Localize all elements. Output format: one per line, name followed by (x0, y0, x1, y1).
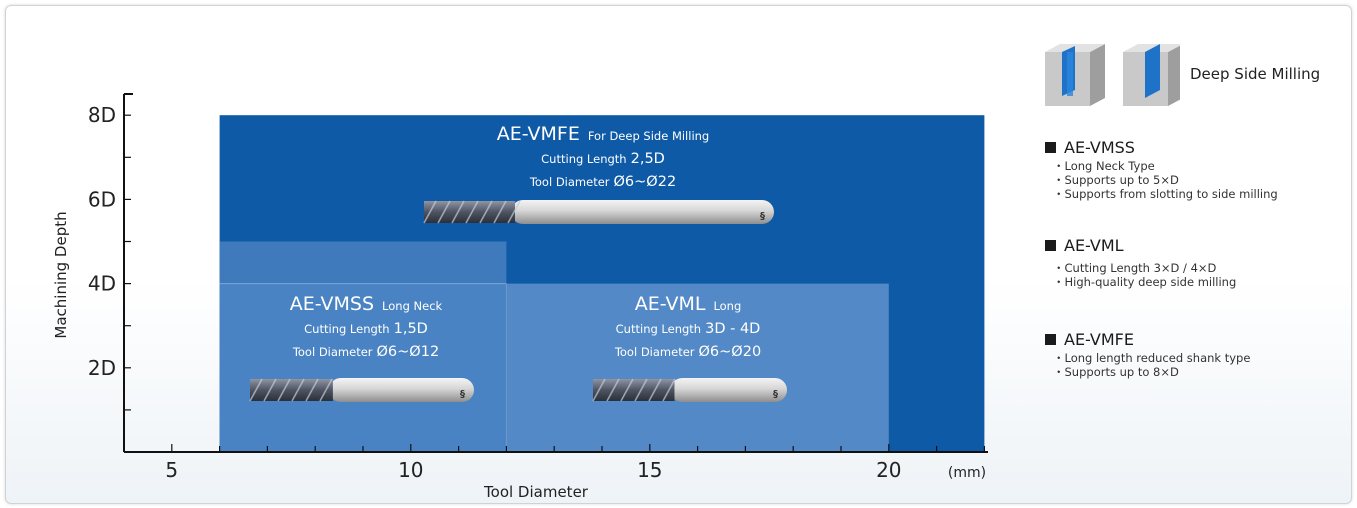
x-axis-title: Tool Diameter (483, 483, 589, 501)
bar-ae-vml (506, 283, 889, 452)
product-name-ae-vmss: AE-VMSS Long Neck (290, 293, 443, 315)
legend-title: AE-VMFE (1064, 330, 1134, 349)
legend-item: Long length reduced shank type (1053, 351, 1251, 365)
milling-profile-illustrations (1040, 40, 1183, 124)
x-axis-unit: (mm) (948, 465, 986, 481)
svg-text:§: § (760, 211, 765, 222)
legend-title: AE-VMSS (1064, 138, 1135, 157)
bullet-square-icon (1045, 142, 1056, 153)
product-labels-layer: AE-VMFE For Deep Side Milling Cutting Leng… (290, 123, 761, 360)
tool-images-layer: § § § (249, 200, 787, 402)
tool-diameter-ae-vml: Tool Diameter Ø6~Ø20 (614, 344, 761, 360)
cutting-length-ae-vml: Cutting Length 3D - 4D (616, 321, 761, 337)
cutting-length-ae-vmss: Cutting Length 1,5D (304, 321, 428, 337)
deep-side-milling-label: Deep Side Milling (1190, 65, 1321, 83)
depth-diameter-chart: 5 10 15 20 2D 4D 6D 8D AE-VMFE For Deep Side Mil… (52, 93, 988, 501)
y-tick-label: 2D (88, 356, 116, 380)
deep-side-milling-icon (1045, 44, 1183, 106)
legend-title: AE-VML (1064, 236, 1124, 255)
y-tick-label: 8D (88, 103, 116, 127)
product-name-ae-vmfe: AE-VMFE For Deep Side Milling (497, 123, 709, 145)
y-axis-title: Machining Depth (52, 211, 70, 338)
x-tick-label: 5 (165, 458, 178, 482)
y-tick-label: 6D (88, 187, 116, 211)
side-profile-icon (1123, 44, 1183, 106)
end-mill-image-ae-vmfe: § (423, 200, 774, 224)
y-tick-label: 4D (88, 272, 116, 296)
legend-item: Long Neck Type (1053, 159, 1278, 173)
tool-diameter-ae-vmss: Tool Diameter Ø6~Ø12 (292, 344, 439, 360)
legend-item: Cutting Length 3×D / 4×D (1053, 261, 1236, 275)
slot-profile-icon (1045, 44, 1105, 106)
svg-text:§: § (773, 389, 778, 400)
tool-diameter-ae-vmfe: Tool Diameter Ø6~Ø22 (529, 174, 676, 190)
legend-item: Supports up to 8×D (1053, 365, 1250, 379)
bullet-square-icon (1045, 334, 1056, 345)
x-tick-label: 20 (876, 458, 901, 482)
svg-text:§: § (460, 389, 465, 400)
cutting-length-ae-vmfe: Cutting Length 2,5D (541, 151, 665, 167)
end-mill-image-ae-vml: § (592, 378, 787, 402)
bullet-square-icon (1045, 240, 1056, 251)
x-tick-label: 10 (398, 458, 423, 482)
end-mill-image-ae-vmss: § (249, 378, 474, 402)
legend-block-ae-vml: AE-VML Cutting Length 3×D / 4×D High-qua… (1045, 236, 1236, 289)
axes-layer: 5 10 15 20 2D 4D 6D 8D (88, 93, 988, 482)
legend-block-ae-vmfe: AE-VMFE Long length reduced shank type S… (1045, 330, 1250, 379)
legend-item: Supports up to 5×D (1053, 173, 1278, 187)
product-name-ae-vml: AE-VML Long (635, 293, 742, 315)
legend-item: High-quality deep side milling (1053, 275, 1237, 289)
x-tick-label: 15 (637, 458, 662, 482)
bar-ae-vmss-lower-band (219, 283, 507, 452)
legend-block-ae-vmss: AE-VMSS Long Neck Type Supports up to 5×… (1045, 138, 1278, 201)
legend-item: Supports from slotting to side milling (1053, 187, 1278, 201)
